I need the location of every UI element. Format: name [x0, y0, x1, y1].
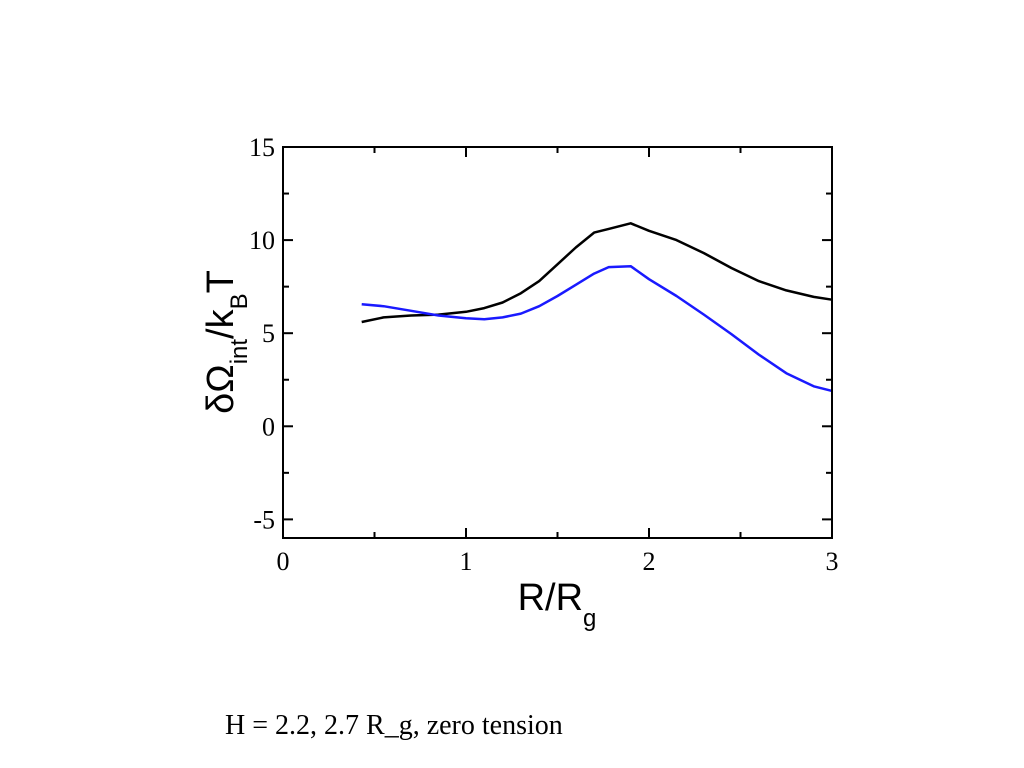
x-axis-title-main: R/R — [518, 577, 583, 619]
y-axis-title-sub2: B — [226, 293, 253, 309]
y-tick-label: 0 — [262, 412, 275, 441]
x-tick-label: 1 — [460, 547, 473, 576]
y-axis-title-part2: /k — [200, 308, 242, 339]
x-tick-label: 3 — [826, 547, 839, 576]
y-axis-title: δΩint/kBT — [200, 270, 253, 414]
x-axis-title: R/Rg — [518, 577, 597, 632]
series-line-2 — [361, 264, 833, 393]
y-tick-label: 15 — [249, 133, 275, 162]
y-axis-title-part3: T — [200, 270, 242, 293]
y-axis-title-part1: δΩ — [200, 364, 242, 414]
series-line-1 — [361, 222, 833, 324]
y-tick-label: 10 — [249, 226, 275, 255]
y-axis-title-sub1: int — [226, 339, 253, 365]
x-axis-title-sub: g — [583, 605, 596, 632]
y-tick-label: 5 — [262, 319, 275, 348]
x-tick-label: 0 — [277, 547, 290, 576]
series-layer — [361, 222, 833, 393]
y-tick-label: -5 — [253, 505, 275, 534]
caption: H = 2.2, 2.7 R_g, zero tension — [225, 710, 563, 741]
x-tick-label: 2 — [643, 547, 656, 576]
plot-frame — [282, 146, 833, 539]
